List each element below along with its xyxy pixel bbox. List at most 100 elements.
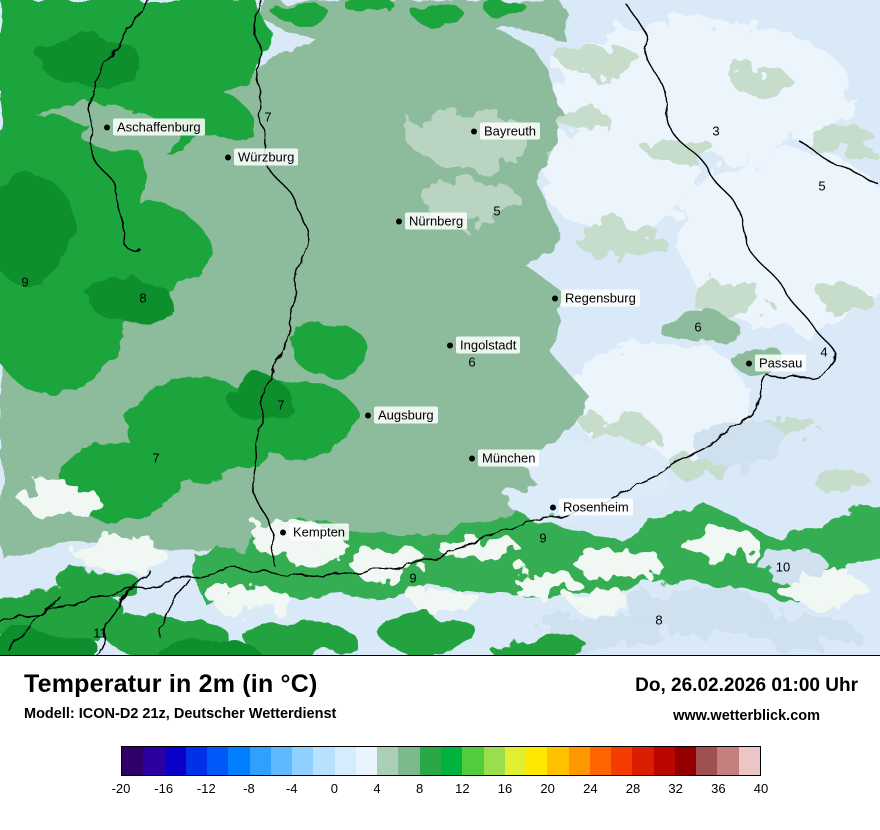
colorbar-cell bbox=[292, 747, 314, 775]
city-dot-icon bbox=[396, 218, 402, 224]
colorbar-cell bbox=[696, 747, 718, 775]
colorbar-cell bbox=[526, 747, 548, 775]
colorbar-cell bbox=[440, 747, 463, 775]
colorbar-cell bbox=[547, 747, 569, 775]
colorbar-cell bbox=[228, 747, 250, 775]
model-info: Modell: ICON-D2 21z, Deutscher Wetterdie… bbox=[24, 706, 337, 722]
temperature-value: 7 bbox=[277, 397, 285, 413]
city-label: Augsburg bbox=[374, 406, 438, 424]
city-label: Würzburg bbox=[234, 148, 299, 166]
forecast-timestamp: Do, 26.02.2026 01:00 Uhr bbox=[635, 675, 858, 696]
city-dot-icon bbox=[550, 504, 556, 510]
temperature-value: 6 bbox=[468, 354, 476, 370]
colorbar-cell bbox=[653, 747, 675, 775]
city-label: Passau bbox=[755, 354, 807, 372]
city-dot-icon bbox=[447, 342, 453, 348]
colorbar-cell bbox=[568, 747, 590, 775]
colorbar-cell bbox=[398, 747, 420, 775]
colorbar-cell bbox=[462, 747, 484, 775]
city-marker-aschaffenburg: Aschaffenburg bbox=[104, 118, 205, 136]
colorbar-tick-row: -20 -16 -12 -8 -4 0 4 8 12 16 20 24 28 32 36 40 bbox=[112, 781, 769, 799]
city-label: München bbox=[478, 449, 540, 467]
temperature-value: 8 bbox=[139, 290, 147, 306]
colorbar-cell bbox=[313, 747, 335, 775]
colorbar-cell bbox=[738, 747, 760, 775]
city-dot-icon bbox=[552, 295, 558, 301]
colorbar-cell bbox=[377, 747, 399, 775]
colorbar-tick-label: 32 bbox=[668, 781, 683, 796]
city-marker-augsburg: Augsburg bbox=[365, 406, 438, 424]
city-marker-nrnberg: Nürnberg bbox=[396, 212, 468, 230]
colorbar-cell bbox=[504, 747, 527, 775]
colorbar-tick-label: -20 bbox=[111, 781, 131, 796]
city-marker-wrzburg: Würzburg bbox=[225, 148, 299, 166]
colorbar-tick-label: 20 bbox=[540, 781, 555, 796]
colorbar-cell bbox=[611, 747, 633, 775]
map-footer: Temperatur in 2m (in °C) Modell: ICON-D2… bbox=[0, 656, 880, 830]
temperature-value: 4 bbox=[820, 344, 828, 360]
colorbar-cell bbox=[674, 747, 697, 775]
colorbar-cell bbox=[143, 747, 165, 775]
colorbar-tick-label: 24 bbox=[583, 781, 598, 796]
city-dot-icon bbox=[746, 360, 752, 366]
website-text: www.wetterblick.com bbox=[673, 708, 821, 724]
city-label: Nürnberg bbox=[405, 212, 468, 230]
city-marker-passau: Passau bbox=[746, 354, 807, 372]
temperature-value: 5 bbox=[493, 203, 501, 219]
colorbar-cell bbox=[164, 747, 186, 775]
temperature-value: 7 bbox=[152, 450, 160, 466]
city-dot-icon bbox=[365, 412, 371, 418]
colorbar-cell bbox=[419, 747, 441, 775]
footer-right: Do, 26.02.2026 01:00 Uhr www.wetterblick… bbox=[635, 670, 858, 724]
colorbar-tick-label: 16 bbox=[497, 781, 513, 796]
temperature-value: 7 bbox=[264, 109, 272, 125]
colorbar-tick-label: -12 bbox=[196, 781, 216, 796]
city-marker-regensburg: Regensburg bbox=[552, 289, 640, 307]
city-label: Bayreuth bbox=[480, 122, 541, 140]
colorbar-tick-label: 0 bbox=[330, 781, 338, 796]
city-dot-icon bbox=[469, 455, 475, 461]
city-marker-ingolstadt: Ingolstadt bbox=[447, 336, 521, 354]
temperature-value: 10 bbox=[775, 559, 791, 575]
city-label: Aschaffenburg bbox=[113, 118, 205, 136]
city-label: Regensburg bbox=[561, 289, 640, 307]
temperature-value: 9 bbox=[539, 530, 547, 546]
city-marker-layer: Aschaffenburg Würzburg Bayreuth Nürnberg Reg… bbox=[104, 118, 807, 541]
temperature-value: 9 bbox=[409, 570, 417, 586]
colorbar-tick-label: 28 bbox=[625, 781, 641, 796]
colorbar-tick-label: 4 bbox=[373, 781, 381, 796]
colorbar-cell bbox=[334, 747, 356, 775]
colorbar-tick-label: -16 bbox=[154, 781, 174, 796]
colorbar-cell bbox=[355, 747, 378, 775]
temperature-colorbar: -20 -16 -12 -8 -4 0 4 8 12 16 20 24 28 32 36 40 bbox=[112, 746, 769, 799]
colorbar-cell bbox=[207, 747, 229, 775]
colorbar-cell bbox=[632, 747, 654, 775]
temperature-value: 11 bbox=[93, 625, 107, 641]
temperature-map: 7 3 5 5 9 8 6 6 4 7 7 9 9 10 8 11 Aschaffenburg Würzburg… bbox=[0, 0, 880, 656]
city-marker-bayreuth: Bayreuth bbox=[471, 122, 541, 140]
colorbar-tick-label: -4 bbox=[285, 781, 298, 796]
colorbar-cell bbox=[589, 747, 612, 775]
footer-left: Temperatur in 2m (in °C) Modell: ICON-D2… bbox=[24, 670, 336, 722]
city-dot-icon bbox=[471, 128, 477, 134]
colorbar-tick-label: 8 bbox=[416, 781, 424, 796]
colorbar-tick-label: 40 bbox=[753, 781, 769, 796]
map-regions bbox=[0, 0, 880, 655]
colorbar-cell bbox=[249, 747, 271, 775]
city-dot-icon bbox=[280, 529, 286, 535]
city-label: Ingolstadt bbox=[456, 336, 521, 354]
city-dot-icon bbox=[104, 124, 110, 130]
temperature-value: 3 bbox=[712, 123, 720, 139]
city-marker-kempten: Kempten bbox=[280, 523, 350, 541]
colorbar-cell bbox=[270, 747, 293, 775]
map-title: Temperatur in 2m (in °C) bbox=[24, 670, 318, 698]
city-label: Rosenheim bbox=[559, 498, 633, 516]
temperature-value: 9 bbox=[21, 274, 29, 290]
colorbar-tick-label: 36 bbox=[711, 781, 726, 796]
colorbar-cell bbox=[717, 747, 739, 775]
city-label: Kempten bbox=[289, 523, 350, 541]
colorbar-tick-label: 12 bbox=[455, 781, 470, 796]
country-borders bbox=[0, 0, 879, 655]
city-dot-icon bbox=[225, 154, 231, 160]
